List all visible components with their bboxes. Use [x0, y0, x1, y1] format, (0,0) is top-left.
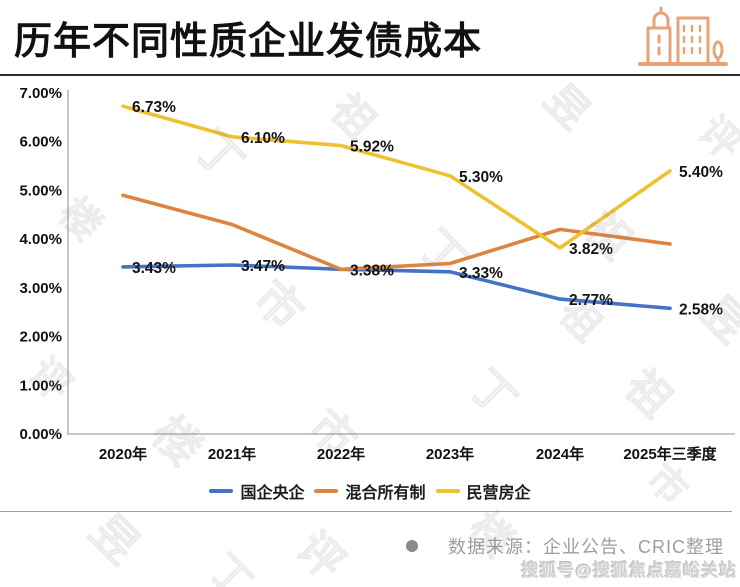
x-tick-label: 2020年 — [99, 445, 147, 463]
y-tick-label: 3.00% — [19, 280, 62, 297]
data-label-2-5: 5.40% — [679, 164, 723, 181]
x-tick-label: 2022年 — [317, 445, 365, 463]
sohu-watermark: 搜狐号@搜狐焦点嘉峪关站 — [521, 561, 737, 580]
source-row: 数据来源：企业公告、CRIC整理 — [0, 535, 724, 557]
data-label-0-2: 3.38% — [350, 262, 394, 279]
y-tick-label: 4.00% — [19, 231, 62, 248]
legend-dash-icon — [435, 489, 460, 493]
footer-divider — [0, 511, 732, 512]
data-label-0-3: 3.33% — [459, 265, 503, 282]
series-line-2 — [121, 104, 672, 250]
data-label-2-3: 5.30% — [459, 169, 503, 186]
series-line-0 — [121, 263, 672, 311]
series-line-1 — [121, 193, 672, 272]
legend-label: 国企央企 — [240, 485, 305, 502]
header: 历年不同性质企业发债成本 — [0, 0, 740, 76]
chart-legend: 国企央企 混合所有制 民营房企 — [0, 479, 740, 503]
data-label-2-1: 6.10% — [241, 130, 285, 147]
axis-lines — [67, 90, 735, 435]
y-tick-label: 1.00% — [19, 377, 62, 394]
legend-item-1: 混合所有制 — [314, 479, 426, 503]
x-tick-label: 2024年 — [536, 445, 584, 463]
legend-dash-icon — [314, 489, 339, 493]
data-label-0-4: 2.77% — [569, 292, 613, 309]
data-label-2-4: 3.82% — [569, 241, 613, 258]
legend-item-0: 国企央企 — [209, 479, 304, 503]
legend-label: 混合所有制 — [345, 485, 426, 502]
x-tick-label: 2021年 — [208, 445, 256, 463]
y-tick-label: 5.00% — [19, 182, 62, 199]
y-tick-label: 0.00% — [19, 426, 62, 443]
data-label-2-0: 6.73% — [132, 99, 176, 116]
y-tick-label: 6.00% — [19, 134, 62, 151]
legend-label: 民营房企 — [466, 485, 531, 502]
source-text: 数据来源：企业公告、CRIC整理 — [448, 537, 724, 557]
data-label-2-2: 5.92% — [350, 139, 394, 156]
data-label-0-1: 3.47% — [241, 258, 285, 275]
y-tick-label: 2.00% — [19, 329, 62, 346]
page-title: 历年不同性质企业发债成本 — [14, 21, 483, 63]
legend-dash-icon — [209, 489, 234, 493]
line-chart: 0.00% 1.00% 2.00% 3.00% 4.00% 5.00% 6.00% 7.00%… — [19, 85, 735, 463]
x-tick-label: 2023年 — [426, 445, 474, 463]
x-tick-label: 2025年三季度 — [623, 445, 717, 463]
y-tick-label: 7.00% — [19, 85, 62, 102]
data-label-0-5: 2.58% — [679, 301, 723, 318]
legend-item-2: 民营房企 — [435, 479, 531, 503]
source-bullet-icon — [406, 540, 418, 552]
buildings-icon — [638, 6, 728, 66]
data-label-0-0: 3.43% — [132, 260, 176, 277]
